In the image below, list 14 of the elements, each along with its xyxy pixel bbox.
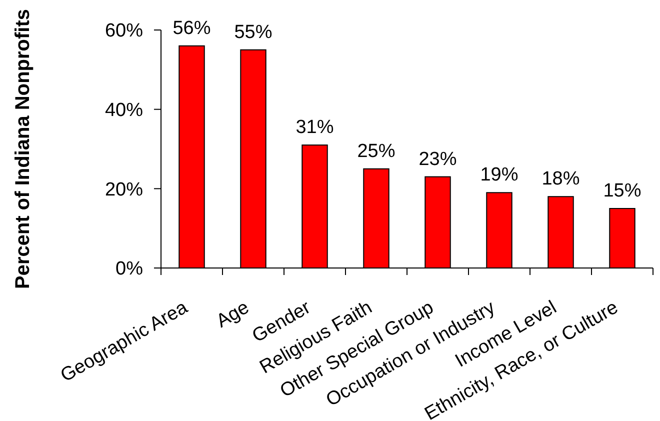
data-label: 18% <box>542 168 580 190</box>
y-tick-label: 60% <box>104 20 144 42</box>
data-label: 55% <box>234 22 272 43</box>
data-label: 56% <box>172 18 211 39</box>
y-tick-label: 0% <box>116 258 144 280</box>
y-tick-label: 20% <box>104 179 144 200</box>
data-label: 15% <box>603 180 642 202</box>
y-tick-label: 40% <box>104 100 144 121</box>
data-label: 19% <box>480 164 518 186</box>
y-axis-title: Percent of Indiana Nonprofits <box>12 8 34 290</box>
data-label: 23% <box>418 148 457 170</box>
data-label: 25% <box>357 140 396 162</box>
data-label: 31% <box>296 117 334 138</box>
x-tick-label: Age <box>212 297 253 332</box>
